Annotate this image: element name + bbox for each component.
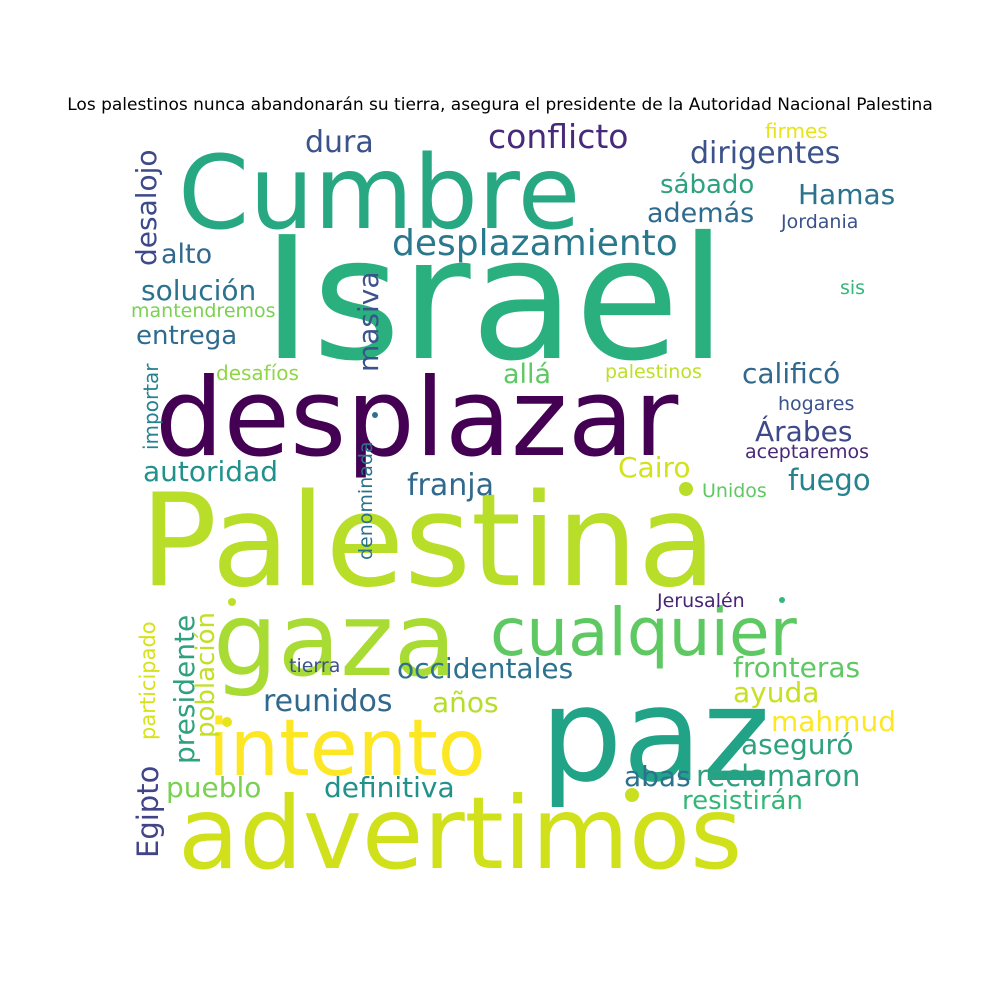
word-occidentales: occidentales [397, 652, 573, 685]
word-gaza: gaza [213, 581, 456, 700]
word-mahmud: mahmud [771, 705, 896, 738]
word-egipto: Egipto [131, 766, 165, 858]
word-ademas: además [647, 198, 754, 229]
dot-mark [779, 597, 785, 603]
word-jordania: Jordania [780, 211, 858, 233]
word-cualquier: cualquier [490, 594, 798, 671]
dot-mark [625, 788, 639, 802]
word-desafios: desafíos [216, 361, 299, 385]
word-desplazamiento: desplazamiento [392, 223, 678, 264]
word-sis: sis [840, 277, 865, 299]
word-sabado: sábado [660, 170, 754, 200]
word-dura: dura [305, 125, 374, 160]
word-solucion: solución [141, 274, 256, 307]
word-definitiva: definitiva [324, 771, 455, 804]
word-resistiran: resistirán [682, 786, 803, 816]
word-ayuda: ayuda [733, 676, 819, 709]
word-participado: participado [136, 621, 160, 740]
word-califico: calificó [742, 357, 840, 390]
word-jerusalen: Jerusalén [656, 590, 745, 612]
word-abas: abas [624, 760, 691, 793]
word-presidente: presidente [168, 615, 201, 764]
word-firmes: firmes [765, 119, 828, 143]
word-aseguro: aseguró [741, 728, 854, 761]
word-alto: alto [161, 239, 212, 270]
word-franja: franja [407, 468, 494, 503]
word-reclamaron: reclamaron [696, 759, 860, 793]
word-desalojo: desalojo [130, 149, 163, 266]
word-advertimos: advertimos [178, 775, 742, 892]
figure-title: Los palestinos nunca abandonarán su tier… [67, 95, 933, 115]
word-fuego: fuego [788, 463, 871, 497]
word-autoridad: autoridad [143, 455, 278, 488]
word-intento: intento [208, 704, 485, 794]
word-palestinos: palestinos [605, 361, 702, 383]
word-aceptaremos: aceptaremos [745, 441, 869, 463]
word-alla: allá [503, 359, 551, 390]
word-fronteras: fronteras [733, 651, 860, 684]
word-cumbre: Cumbre [178, 134, 580, 253]
word-hamas: Hamas [798, 178, 895, 211]
word-mantendremos: mantendremos [131, 300, 276, 322]
word-reunidos: reunidos [263, 684, 393, 719]
word-importar: importar [139, 363, 163, 450]
word-cairo: Cairo [618, 451, 691, 484]
dot-mark [372, 412, 378, 418]
word-denominada: denominada [355, 441, 377, 560]
word-poblacion: población [191, 612, 221, 738]
word-hogares: hogares [778, 393, 854, 415]
word-israel: Israel [262, 201, 727, 399]
word-conflicto: conflicto [488, 117, 628, 156]
word-arabes: Árabes [755, 414, 852, 448]
word-dirigentes: dirigentes [690, 136, 840, 171]
word-desplazar: desplazar [155, 356, 679, 481]
word-tierra: tierra [289, 655, 340, 677]
dot-mark [679, 482, 693, 496]
word-unidos: Unidos [702, 480, 767, 502]
word-paz: paz [540, 659, 770, 811]
word-masiva: masiva [352, 271, 385, 372]
word-pueblo: pueblo [166, 771, 261, 804]
word-anos: años [432, 686, 499, 719]
dot-mark [228, 598, 236, 606]
word-palestina: Palestina [140, 467, 716, 616]
dot-mark [222, 717, 232, 727]
word-entrega: entrega [136, 321, 237, 351]
